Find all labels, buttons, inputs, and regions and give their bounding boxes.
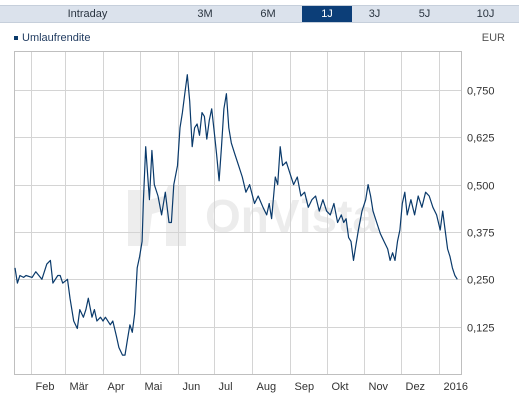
- x-tick-label: Mär: [70, 381, 89, 393]
- period-tab-bar: Intraday 3M 6M 1J 3J 5J 10J: [0, 5, 519, 23]
- x-tick-label: Nov: [369, 381, 389, 393]
- legend-swatch: [14, 36, 18, 40]
- y-tick-label: 0,750: [467, 86, 495, 98]
- tab-6m[interactable]: 6M: [260, 8, 276, 20]
- legend-label: Umlaufrendite: [22, 32, 91, 44]
- x-tick-label: Jul: [219, 381, 233, 393]
- y-tick-label: 0,125: [467, 323, 495, 335]
- y-tick-label: 0,250: [467, 275, 495, 287]
- y-tick-label: 0,375: [467, 228, 495, 240]
- y-axis-labels: 0,125 0,250 0,375 0,500 0,625 0,750: [467, 86, 495, 335]
- x-tick-label: Okt: [332, 381, 349, 393]
- tab-5j[interactable]: 5J: [418, 8, 431, 20]
- watermark-text: OnVista: [205, 190, 378, 242]
- chart-grid: [15, 52, 461, 374]
- y-tick-label: 0,500: [467, 181, 495, 193]
- x-tick-label: Jun: [183, 381, 201, 393]
- x-tick-label: Sep: [295, 381, 315, 393]
- x-tick-label: Dez: [406, 381, 426, 393]
- x-axis-labels: Feb Mär Apr Mai Jun Jul Aug Sep Okt Nov Dez 2016: [36, 381, 468, 393]
- x-tick-label: Mai: [145, 381, 163, 393]
- x-tick-label: Apr: [108, 381, 125, 393]
- tab-10j[interactable]: 10J: [476, 8, 495, 20]
- tab-3j[interactable]: 3J: [368, 8, 381, 20]
- x-tick-label: Aug: [257, 381, 277, 393]
- plot-frame: [14, 51, 462, 375]
- series-line-umlaufrendite: [14, 74, 458, 356]
- tab-intraday[interactable]: Intraday: [67, 8, 108, 20]
- x-tick-label: 2016: [444, 381, 468, 393]
- chart-legend: Umlaufrendite: [14, 32, 90, 44]
- tab-3m[interactable]: 3M: [197, 8, 213, 20]
- currency-label: EUR: [481, 32, 505, 44]
- tab-1j[interactable]: 1J: [302, 6, 352, 22]
- x-tick-label: Feb: [36, 381, 55, 393]
- y-tick-label: 0,625: [467, 133, 495, 145]
